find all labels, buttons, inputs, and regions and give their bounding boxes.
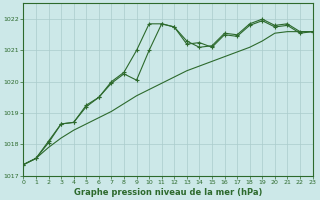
X-axis label: Graphe pression niveau de la mer (hPa): Graphe pression niveau de la mer (hPa)	[74, 188, 262, 197]
